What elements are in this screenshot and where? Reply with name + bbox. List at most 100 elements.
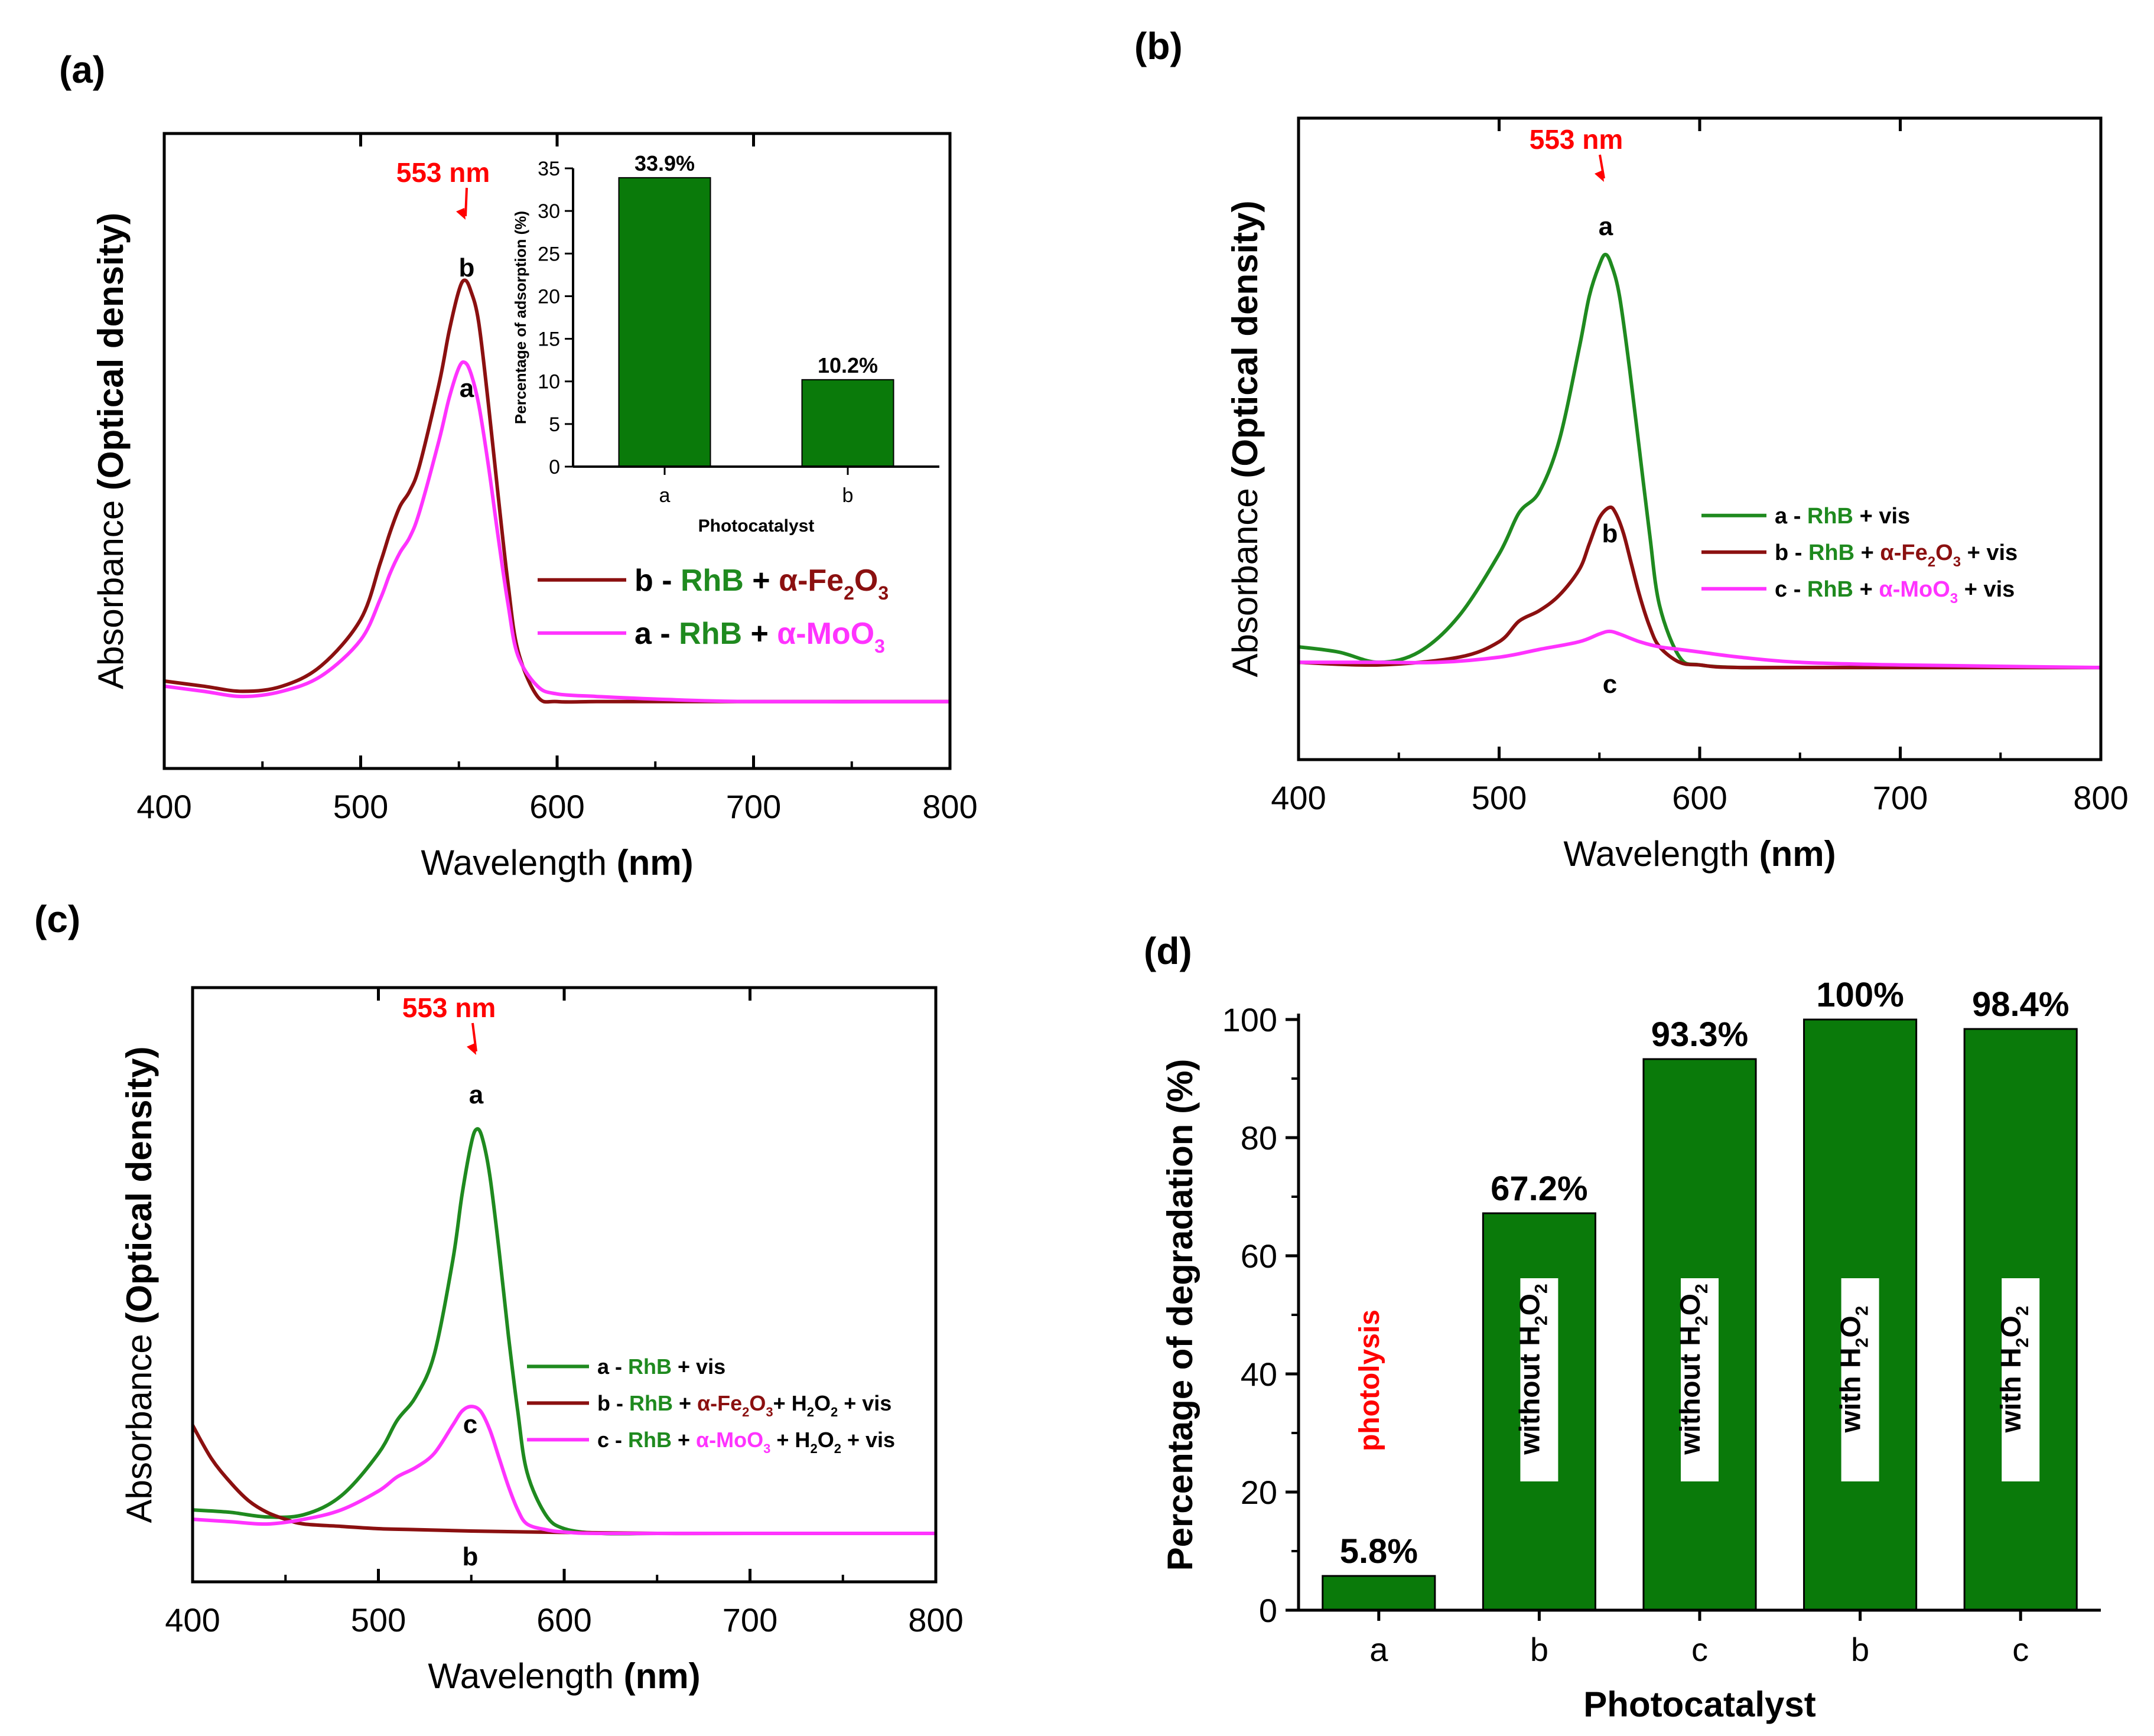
legend-entry-b: b - RhB + α-Fe2O3+ H2O2 + vis <box>597 1391 891 1419</box>
x-tick-label: 700 <box>723 1601 777 1639</box>
legend-part: + <box>672 1428 696 1452</box>
legend-part: a - <box>597 1354 628 1379</box>
panel-b: (b) a b c 400 500 600 700 800 Wavelength (nm) Abso… <box>1134 25 2129 874</box>
legend-part: photolysis <box>1354 1310 1385 1451</box>
curve-label-b: b <box>463 1542 479 1571</box>
inset-bar-b <box>801 379 894 467</box>
series-a-line <box>1298 252 2101 670</box>
y-axis-title-bold: (Optical density) <box>91 213 131 490</box>
legend-part: 2 <box>2013 1338 2032 1348</box>
legend-part: 3 <box>874 636 885 657</box>
legend-part: b - <box>1775 540 1808 565</box>
legend-part: 2 <box>1853 1338 1872 1348</box>
legend-part: 2 <box>1692 1284 1712 1294</box>
legend-part: 3 <box>878 582 889 604</box>
x-axis-title-text: Wavelength <box>428 1656 623 1696</box>
legend-part: O <box>1836 1315 1867 1337</box>
inset-bar-a <box>618 177 711 467</box>
legend-part: 2 <box>742 1405 749 1419</box>
legend-part: O <box>854 564 878 598</box>
curve-label-a: a <box>1599 212 1613 241</box>
bar-data-label: 100% <box>1816 976 1904 1014</box>
legend-part: + vis <box>838 1391 891 1415</box>
legend-part: α-MoO <box>696 1428 763 1452</box>
inset-y-tick-label: 30 <box>538 200 560 223</box>
x-tick-label: c <box>2012 1631 2029 1668</box>
x-tick-label: 700 <box>1873 779 1928 816</box>
peak-arrow-head <box>467 1043 476 1055</box>
legend-part: a - <box>635 617 679 651</box>
legend-part: 3 <box>1950 591 1958 607</box>
legend-part: c - <box>597 1428 628 1452</box>
legend-part: + vis <box>1853 504 1910 529</box>
y-tick-label: 80 <box>1241 1119 1277 1157</box>
legend-part: + <box>1854 540 1880 565</box>
x-axis-title-unit: (nm) <box>1759 834 1836 874</box>
peak-arrow-head <box>456 208 466 220</box>
legend-part: RhB <box>679 617 742 651</box>
panel-label: (d) <box>1144 930 1192 972</box>
x-tick-label: 600 <box>529 788 584 825</box>
bar-annotation-box <box>1520 1278 1558 1481</box>
y-axis-title-text: Absorbance <box>119 1324 159 1523</box>
x-axis-title-text: Wavelength <box>1563 834 1759 874</box>
legend-entry-a: a - RhB + vis <box>597 1354 725 1379</box>
bar-annotation-box <box>1841 1278 1879 1481</box>
legend-part: + vis <box>672 1354 725 1379</box>
y-tick-label: 40 <box>1241 1356 1277 1393</box>
legend-part: O <box>749 1391 766 1415</box>
legend-part: 2 <box>844 582 854 604</box>
bar-data-label: 67.2% <box>1491 1170 1587 1208</box>
peak-label: 553 nm <box>396 157 490 188</box>
inset-bar-label: 10.2% <box>818 353 878 377</box>
bar-annotation: without H2O2 <box>1675 1284 1712 1455</box>
series-c-line <box>192 1405 936 1536</box>
legend-part: 2 <box>1531 1315 1551 1325</box>
curve-label-b: b <box>1602 519 1618 548</box>
x-tick-label: 500 <box>351 1601 406 1639</box>
legend-part: b - <box>635 564 681 598</box>
x-tick-label: b <box>1851 1631 1869 1668</box>
y-axis-title: Percentage of degradation (%) <box>1160 1059 1200 1571</box>
peak-arrow-line <box>471 1022 477 1052</box>
legend-part: + vis <box>841 1428 895 1452</box>
legend-entry-b: b - RhB + α-Fe2O3 <box>635 564 889 604</box>
y-axis-title: Absorbance (Optical density) <box>91 213 131 689</box>
legend-part: without H <box>1675 1325 1706 1455</box>
x-tick-label: 400 <box>165 1601 220 1639</box>
y-axis-title: Absorbance (Optical density) <box>1225 201 1265 678</box>
legend-part: α-Fe <box>1880 540 1927 565</box>
legend-part: RhB <box>1807 577 1853 602</box>
y-axis-title-text: Absorbance <box>91 490 131 689</box>
bar-annotation-box <box>1681 1278 1719 1481</box>
bar-data-label: 93.3% <box>1651 1015 1748 1054</box>
legend-part: O <box>818 1428 834 1452</box>
panel-label: (c) <box>34 898 80 940</box>
legend-entry-c: c - RhB + α-MoO3 + vis <box>1775 577 2015 607</box>
y-tick-label: 0 <box>1259 1592 1277 1629</box>
peak-label: 553 nm <box>402 992 496 1023</box>
inset-y-tick-label: 20 <box>538 285 560 308</box>
legend-part: α-Fe <box>697 1391 742 1415</box>
x-tick-label: 800 <box>908 1601 963 1639</box>
x-tick-label: 500 <box>333 788 388 825</box>
legend-part: b - <box>597 1391 629 1415</box>
legend-entry-c: c - RhB + α-MoO3 + H2O2 + vis <box>597 1428 895 1456</box>
legend-part: α-MoO <box>777 617 874 651</box>
inset-x-tick-label: a <box>659 484 671 507</box>
legend-part: 2 <box>2013 1306 2032 1316</box>
x-axis-title-unit: (nm) <box>624 1656 701 1696</box>
legend-part: + H <box>773 1391 807 1415</box>
legend-part: 2 <box>1853 1306 1872 1316</box>
x-axis-title: Photocatalyst <box>1583 1685 1815 1724</box>
inset-x-axis-title: Photocatalyst <box>698 516 815 536</box>
legend-part: 3 <box>1953 554 1961 570</box>
legend-part: O <box>1514 1294 1545 1315</box>
series-b-line <box>164 278 950 704</box>
legend-part: 2 <box>831 1405 838 1419</box>
legend-part: α-Fe <box>779 564 844 598</box>
legend-part: 2 <box>834 1441 841 1456</box>
legend-part: with H <box>1836 1347 1867 1433</box>
legend-part: O <box>1996 1315 2027 1337</box>
y-axis-title-text: Absorbance <box>1225 478 1265 678</box>
